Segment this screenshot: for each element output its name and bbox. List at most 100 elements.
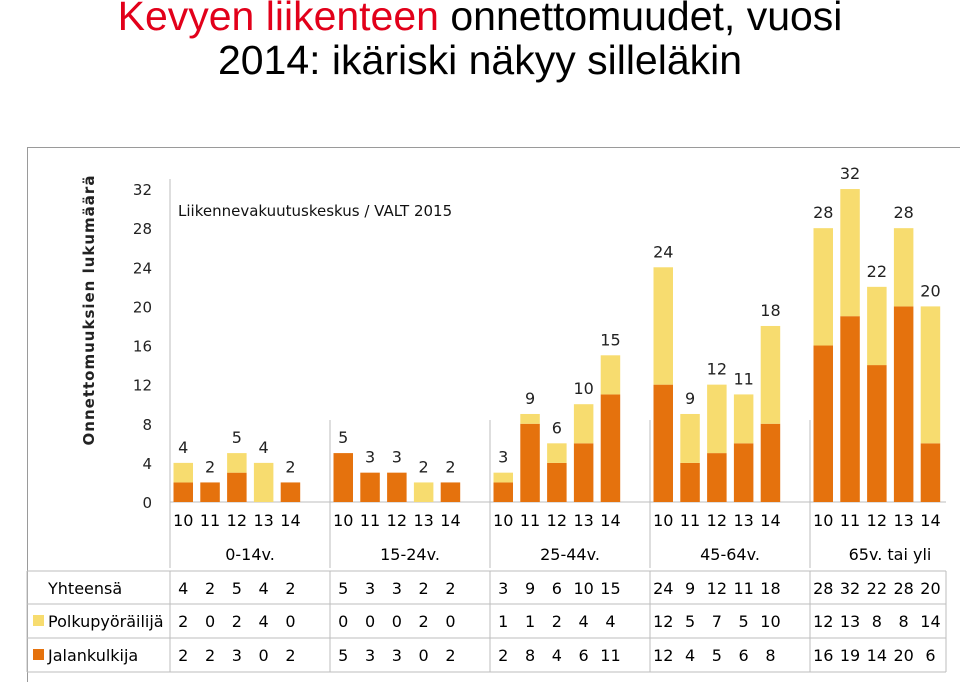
table-cell: 4 bbox=[552, 646, 562, 665]
table-cell: 6 bbox=[739, 646, 749, 665]
table-cell: 3 bbox=[365, 579, 375, 598]
bar-polkupyorailija bbox=[413, 482, 434, 502]
table-cell: 2 bbox=[445, 646, 455, 665]
bar-jalankulkija bbox=[893, 306, 914, 502]
table-cell: 28 bbox=[893, 579, 913, 598]
table-cell: 4 bbox=[178, 579, 188, 598]
y-tick-label: 4 bbox=[142, 455, 152, 473]
table-cell: 5 bbox=[338, 646, 348, 665]
x-year-label: 11 bbox=[840, 511, 860, 530]
bar-polkupyorailija bbox=[707, 384, 727, 454]
table-cell: 3 bbox=[498, 579, 508, 598]
x-year-label: 10 bbox=[333, 511, 353, 530]
y-tick-label: 24 bbox=[133, 259, 152, 277]
bar-polkupyorailija bbox=[867, 286, 887, 366]
table-cell: 19 bbox=[840, 646, 860, 665]
x-year-label: 14 bbox=[440, 511, 460, 530]
bar-jalankulkija bbox=[200, 482, 220, 502]
table-cell: 2 bbox=[285, 579, 295, 598]
table-cell: 28 bbox=[813, 579, 833, 598]
bar-polkupyorailija bbox=[733, 394, 754, 444]
table-cell: 12 bbox=[813, 612, 833, 631]
bar-polkupyorailija bbox=[653, 267, 673, 385]
data-label: 2 bbox=[205, 457, 215, 476]
bar-jalankulkija bbox=[573, 443, 594, 502]
table-cell: 10 bbox=[760, 612, 780, 631]
table-cell: 10 bbox=[573, 579, 593, 598]
bar-jalankulkija bbox=[440, 482, 461, 502]
y-tick-label: 28 bbox=[133, 220, 152, 238]
table-cell: 3 bbox=[232, 646, 242, 665]
bar-jalankulkija bbox=[813, 345, 833, 502]
bar-jalankulkija bbox=[840, 316, 860, 502]
table-cell: 11 bbox=[600, 646, 620, 665]
x-year-label: 12 bbox=[227, 511, 247, 530]
table-cell: 14 bbox=[867, 646, 887, 665]
bar-jalankulkija bbox=[680, 462, 700, 502]
bar-polkupyorailija bbox=[760, 325, 781, 424]
title-highlight: Kevyen liikenteen bbox=[117, 0, 439, 39]
data-label: 4 bbox=[178, 438, 188, 457]
table-cell: 6 bbox=[925, 646, 935, 665]
bar-polkupyorailija bbox=[173, 462, 193, 483]
data-label: 15 bbox=[600, 330, 620, 349]
x-year-label: 13 bbox=[893, 511, 913, 530]
chart-frame bbox=[27, 147, 960, 682]
bar-jalankulkija bbox=[547, 462, 567, 502]
bar-jalankulkija bbox=[387, 472, 407, 502]
legend-swatch bbox=[33, 649, 44, 660]
legend-swatch bbox=[33, 615, 44, 626]
bar-polkupyorailija bbox=[920, 306, 941, 444]
table-cell: 16 bbox=[813, 646, 833, 665]
table-cell: 3 bbox=[365, 646, 375, 665]
x-year-label: 12 bbox=[707, 511, 727, 530]
data-label: 2 bbox=[285, 457, 295, 476]
table-cell: 22 bbox=[867, 579, 887, 598]
data-label: 5 bbox=[338, 428, 348, 447]
bar-jalankulkija bbox=[173, 482, 193, 502]
table-cell: 0 bbox=[338, 612, 348, 631]
table-cell: 0 bbox=[259, 646, 269, 665]
table-cell: 13 bbox=[840, 612, 860, 631]
x-year-label: 10 bbox=[493, 511, 513, 530]
bar-jalankulkija bbox=[920, 443, 941, 502]
x-year-label: 11 bbox=[360, 511, 380, 530]
data-label: 3 bbox=[392, 448, 402, 467]
data-label: 4 bbox=[259, 438, 269, 457]
data-label: 3 bbox=[365, 448, 375, 467]
table-cell: 11 bbox=[733, 579, 753, 598]
table-row-label: Jalankulkija bbox=[47, 646, 138, 665]
data-label: 28 bbox=[893, 203, 913, 222]
bar-polkupyorailija bbox=[813, 228, 833, 346]
x-year-label: 11 bbox=[520, 511, 540, 530]
table-cell: 2 bbox=[552, 612, 562, 631]
x-year-label: 14 bbox=[760, 511, 780, 530]
x-year-label: 13 bbox=[733, 511, 753, 530]
table-row-polkupyorailija: Polkupyöräilijä 2 0 2 4 0 0 0 0 2 0 1 1 2 4 4 12 5 7 5 10 12 1… bbox=[33, 612, 941, 631]
table-cell: 1 bbox=[525, 612, 535, 631]
x-year-label: 11 bbox=[680, 511, 700, 530]
data-label: 12 bbox=[707, 360, 727, 379]
table-cell: 12 bbox=[653, 612, 673, 631]
table-cell: 8 bbox=[872, 612, 882, 631]
table-cell: 4 bbox=[259, 612, 269, 631]
table-cell: 18 bbox=[760, 579, 780, 598]
x-group-label: 15-24v. bbox=[380, 545, 440, 564]
table-cell: 0 bbox=[445, 612, 455, 631]
table-cell: 12 bbox=[653, 646, 673, 665]
data-label: 22 bbox=[867, 262, 887, 281]
table-row-label: Polkupyöräilijä bbox=[48, 612, 164, 631]
data-label: 9 bbox=[525, 389, 535, 408]
data-label: 6 bbox=[552, 418, 562, 437]
x-year-label: 12 bbox=[387, 511, 407, 530]
bar-jalankulkija bbox=[333, 453, 353, 502]
table-cell: 1 bbox=[498, 612, 508, 631]
bar-jalankulkija bbox=[600, 394, 621, 502]
table-cell: 2 bbox=[178, 612, 188, 631]
x-year-label: 11 bbox=[200, 511, 220, 530]
y-tick-label: 16 bbox=[133, 338, 152, 356]
table-cell: 8 bbox=[525, 646, 535, 665]
data-label: 3 bbox=[498, 448, 508, 467]
